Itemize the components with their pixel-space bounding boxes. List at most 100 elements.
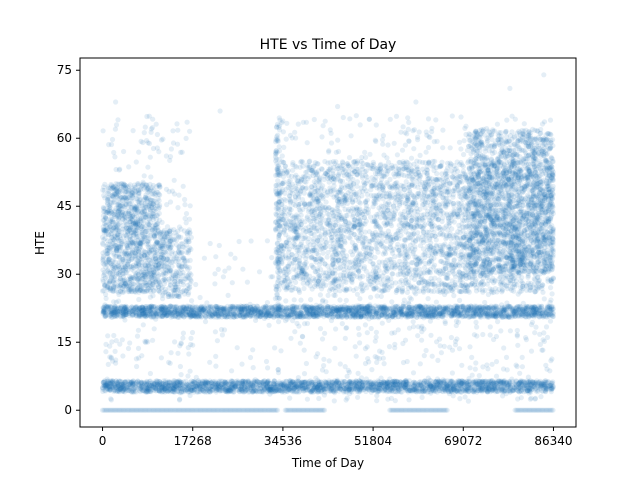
data-point xyxy=(140,239,146,245)
data-point xyxy=(110,267,116,273)
data-point xyxy=(357,206,363,212)
data-point xyxy=(432,248,439,255)
data-point xyxy=(103,210,109,216)
data-point xyxy=(125,201,131,207)
data-point xyxy=(337,265,343,271)
data-point xyxy=(152,192,158,198)
data-point xyxy=(106,226,112,232)
data-point xyxy=(150,211,156,217)
data-point xyxy=(125,277,131,283)
data-point xyxy=(102,281,108,287)
data-point xyxy=(100,234,106,240)
data-point xyxy=(120,257,126,263)
data-point xyxy=(136,261,142,267)
data-point xyxy=(317,261,323,268)
data-point xyxy=(156,265,162,271)
data-point xyxy=(150,214,156,221)
data-point xyxy=(283,287,289,293)
data-point xyxy=(114,214,120,220)
data-point xyxy=(124,240,130,246)
data-point xyxy=(124,205,130,211)
data-point xyxy=(326,211,332,217)
data-point xyxy=(303,169,309,175)
data-point xyxy=(147,233,153,239)
data-point xyxy=(144,265,150,271)
data-point xyxy=(143,279,149,285)
data-point xyxy=(127,227,133,233)
data-point xyxy=(126,194,132,200)
data-point xyxy=(479,287,486,293)
data-point xyxy=(113,288,119,294)
data-point xyxy=(101,205,107,212)
data-point xyxy=(101,229,107,236)
data-point xyxy=(113,224,119,231)
data-point xyxy=(100,213,106,219)
data-point xyxy=(122,185,128,191)
data-point xyxy=(145,254,151,260)
data-point xyxy=(115,222,121,228)
data-point xyxy=(154,239,160,246)
data-point xyxy=(363,206,369,212)
data-point xyxy=(351,231,357,238)
data-point xyxy=(125,211,131,217)
data-point xyxy=(115,213,121,219)
data-point xyxy=(311,278,317,284)
data-point xyxy=(119,213,125,219)
data-point xyxy=(102,283,108,289)
data-point xyxy=(118,259,124,265)
data-point xyxy=(152,227,158,233)
data-point xyxy=(127,243,133,249)
data-point xyxy=(135,277,141,283)
data-point xyxy=(105,231,111,237)
data-point xyxy=(431,163,437,169)
data-point xyxy=(385,277,391,284)
data-point xyxy=(151,187,157,193)
data-point xyxy=(461,218,467,224)
data-point xyxy=(128,188,135,194)
data-point xyxy=(424,170,430,177)
data-point xyxy=(394,287,400,294)
data-point xyxy=(354,211,360,217)
data-point xyxy=(327,222,333,228)
data-point xyxy=(372,254,378,260)
data-point xyxy=(116,228,122,235)
data-point xyxy=(138,212,144,218)
data-point xyxy=(153,184,160,190)
data-point xyxy=(129,249,135,255)
data-point xyxy=(120,265,127,272)
data-point xyxy=(136,240,142,246)
data-point xyxy=(111,268,117,274)
data-point xyxy=(148,244,154,250)
data-point xyxy=(124,252,130,258)
data-point xyxy=(532,289,538,295)
data-point xyxy=(104,226,111,232)
data-point xyxy=(309,262,315,268)
data-point xyxy=(135,219,141,225)
data-point xyxy=(148,285,155,291)
data-point xyxy=(129,190,135,196)
data-point xyxy=(147,289,154,295)
data-point xyxy=(111,191,117,197)
data-point xyxy=(105,268,111,274)
data-point xyxy=(128,210,134,216)
data-point xyxy=(110,192,116,199)
data-point xyxy=(101,217,107,223)
data-point xyxy=(116,225,122,231)
data-point xyxy=(122,184,128,190)
data-point xyxy=(112,273,118,279)
data-point xyxy=(325,263,331,269)
data-point xyxy=(115,204,121,211)
data-point xyxy=(337,228,343,234)
data-point xyxy=(107,205,113,211)
data-point xyxy=(149,277,155,283)
data-point xyxy=(281,212,287,218)
data-point xyxy=(133,210,139,217)
data-point xyxy=(133,221,139,227)
data-point xyxy=(106,208,112,214)
data-point xyxy=(125,267,131,273)
data-point xyxy=(105,194,111,200)
data-point xyxy=(107,223,113,229)
data-point xyxy=(130,190,136,196)
data-point xyxy=(138,200,145,206)
